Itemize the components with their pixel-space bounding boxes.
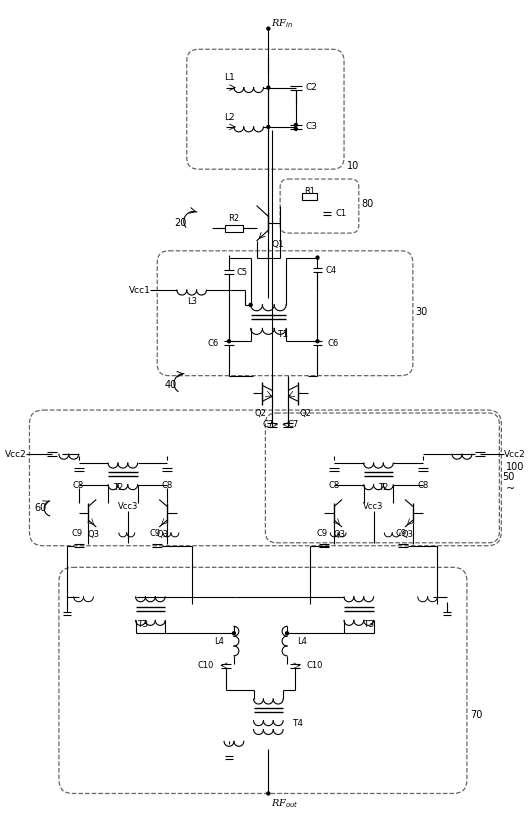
Text: C6: C6 (208, 339, 219, 347)
Circle shape (267, 86, 270, 89)
Text: T2: T2 (378, 483, 389, 492)
Text: Q3: Q3 (156, 530, 168, 539)
Circle shape (286, 632, 288, 634)
Text: RF$_{out}$: RF$_{out}$ (271, 797, 299, 810)
Text: L4: L4 (214, 637, 224, 646)
Text: Q3: Q3 (333, 530, 345, 539)
Circle shape (267, 126, 270, 128)
Text: 40: 40 (165, 380, 177, 390)
Text: Q2: Q2 (254, 409, 267, 418)
Text: C6: C6 (327, 339, 339, 347)
Circle shape (267, 27, 270, 30)
Circle shape (228, 340, 230, 342)
Text: 100: 100 (506, 462, 525, 472)
Text: C8: C8 (161, 481, 173, 490)
Text: C1: C1 (335, 209, 346, 218)
Text: C9: C9 (71, 529, 82, 538)
Text: C8: C8 (417, 481, 429, 490)
Text: C8: C8 (73, 481, 84, 490)
Text: C9: C9 (150, 529, 161, 538)
Text: 10: 10 (347, 161, 359, 171)
Circle shape (294, 123, 297, 127)
Text: Vcc3: Vcc3 (117, 502, 138, 511)
Text: L1: L1 (224, 74, 234, 82)
Text: T3: T3 (363, 620, 374, 629)
Text: Q1: Q1 (272, 241, 285, 250)
Text: C9: C9 (317, 529, 328, 538)
Circle shape (316, 340, 319, 342)
Circle shape (316, 256, 319, 259)
Text: C2: C2 (306, 83, 318, 92)
Text: C5: C5 (237, 268, 248, 277)
Circle shape (249, 304, 252, 306)
Text: R2: R2 (228, 214, 239, 222)
Text: T1: T1 (278, 330, 289, 339)
Text: T3: T3 (137, 620, 148, 629)
Text: RF$_{in}$: RF$_{in}$ (271, 17, 294, 30)
Text: C10: C10 (198, 661, 215, 670)
Text: Vcc2: Vcc2 (5, 450, 27, 459)
Text: R1: R1 (304, 187, 315, 196)
Text: Q3: Q3 (402, 530, 414, 539)
Text: T4: T4 (293, 719, 303, 728)
Text: C7: C7 (262, 420, 273, 429)
Text: L2: L2 (224, 112, 234, 122)
Text: Vcc2: Vcc2 (504, 450, 526, 459)
Text: ~: ~ (506, 484, 516, 494)
Text: Q2: Q2 (300, 409, 312, 418)
Text: T2: T2 (113, 483, 123, 492)
Text: 20: 20 (174, 218, 187, 228)
Circle shape (233, 632, 235, 634)
Text: Vcc3: Vcc3 (363, 502, 384, 511)
Bar (302, 194, 318, 200)
Text: C7: C7 (287, 420, 298, 429)
Text: 30: 30 (416, 307, 428, 317)
Text: Q3: Q3 (88, 530, 99, 539)
Text: L4: L4 (297, 637, 307, 646)
Text: C3: C3 (306, 122, 318, 131)
Text: L3: L3 (187, 298, 196, 307)
Text: 80: 80 (362, 198, 374, 208)
Bar (225, 225, 243, 232)
Text: C10: C10 (307, 661, 323, 670)
Circle shape (267, 792, 270, 795)
Text: 60: 60 (34, 504, 46, 514)
Text: C4: C4 (326, 266, 337, 275)
Text: C9: C9 (396, 529, 407, 538)
Text: C8: C8 (329, 481, 340, 490)
Text: 50: 50 (502, 472, 515, 482)
Text: Vcc1: Vcc1 (129, 285, 150, 294)
Circle shape (294, 127, 297, 131)
Text: 70: 70 (470, 710, 482, 719)
